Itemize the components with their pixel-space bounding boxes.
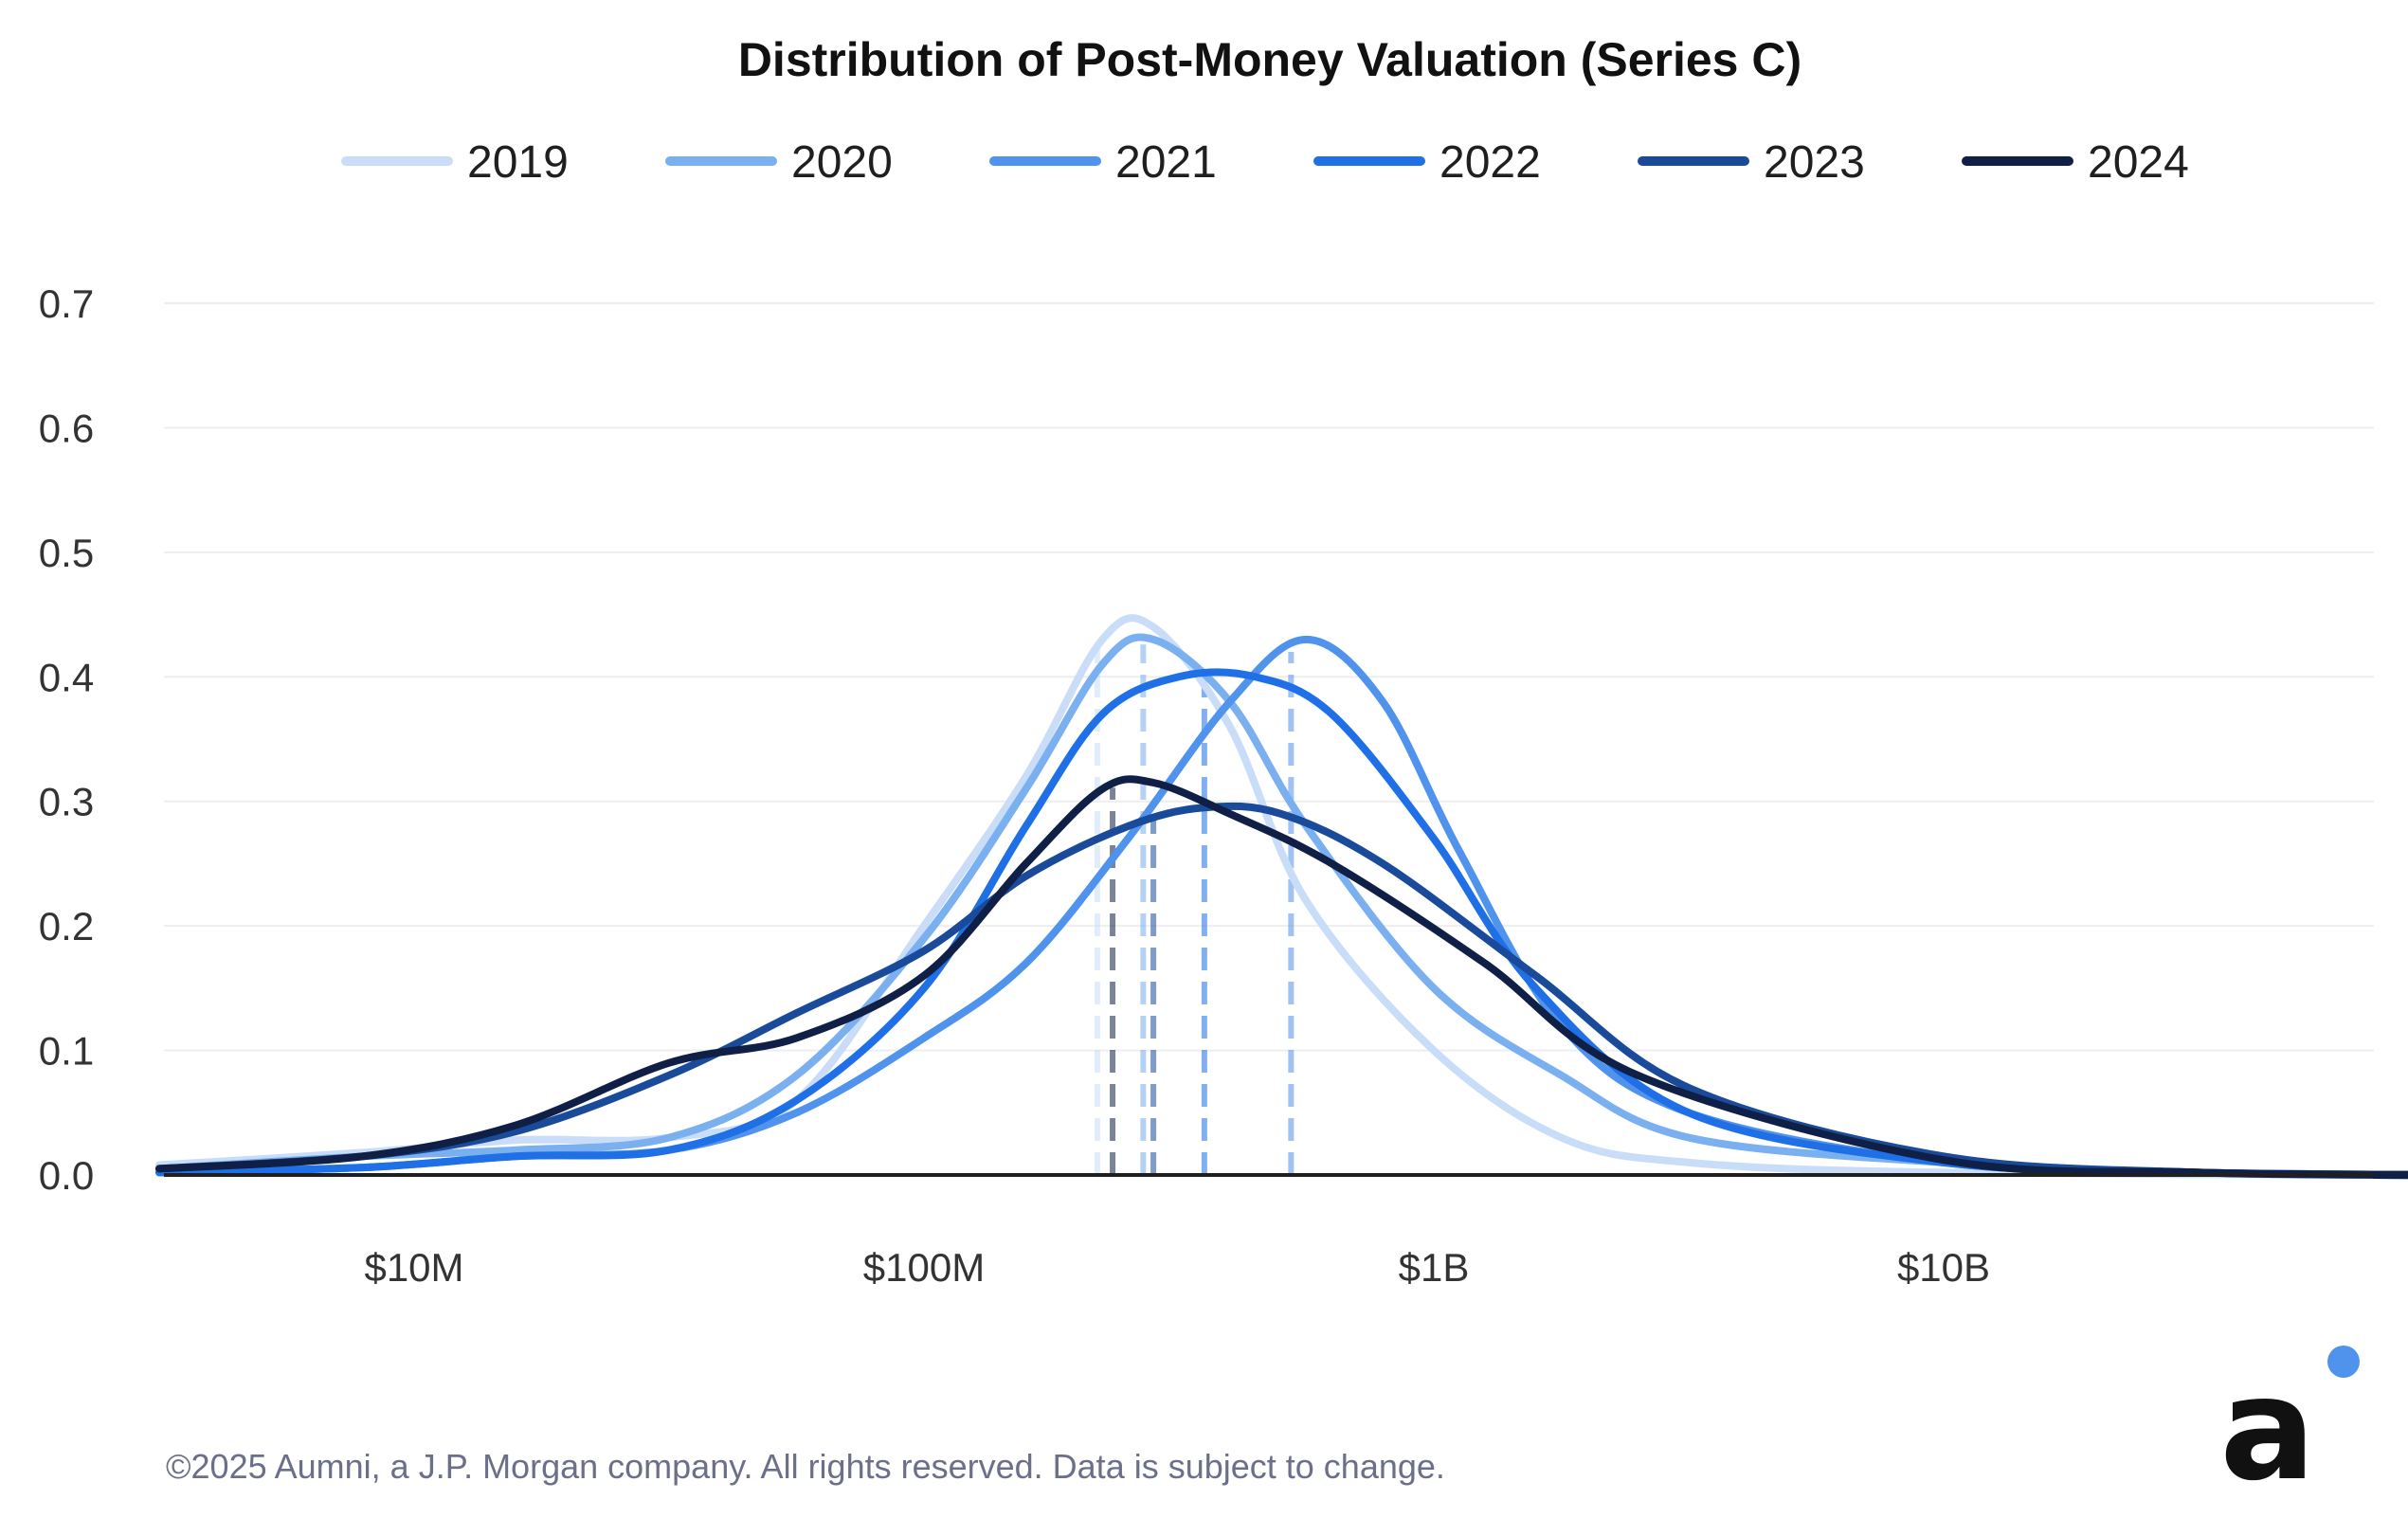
- y-tick-label: 0.6: [39, 406, 94, 450]
- y-tick-label: 0.3: [39, 780, 94, 824]
- y-tick-label: 0.2: [39, 904, 94, 949]
- density-curve-2022: [155, 668, 2408, 1180]
- density-curves: [155, 614, 2408, 1180]
- footer-copyright: ©2025 Aumni, a J.P. Morgan company. All …: [166, 1447, 1445, 1486]
- aumni-logo: a: [2219, 1346, 2360, 1512]
- density-curve-2021: [155, 635, 2408, 1180]
- y-tick-label: 0.7: [39, 281, 94, 326]
- legend-label-2022: 2022: [1439, 137, 1541, 188]
- x-tick-label: $100M: [863, 1245, 985, 1290]
- density-curve-2019: [155, 614, 2408, 1180]
- y-tick-label: 0.0: [39, 1153, 94, 1198]
- y-axis-ticks: 0.0 0.1 0.2 0.3 0.4 0.5 0.6 0.7: [39, 281, 94, 1198]
- median-lines: [1094, 644, 1295, 1175]
- y-tick-label: 0.5: [39, 531, 94, 575]
- y-tick-label: 0.4: [39, 655, 94, 699]
- grid-lines: [164, 302, 2374, 1052]
- legend-label-2023: 2023: [1764, 137, 1865, 188]
- density-curve-2020: [155, 633, 2408, 1180]
- legend-label-2020: 2020: [791, 137, 893, 188]
- legend: 2019 2020 2021 2022 2023 2024: [341, 137, 2189, 188]
- x-tick-label: $10B: [1897, 1245, 1990, 1290]
- logo-letter: a: [2219, 1347, 2315, 1512]
- density-curve-2024: [155, 775, 2408, 1180]
- x-axis-ticks: $10M $100M $1B $10B: [364, 1245, 1990, 1290]
- legend-label-2024: 2024: [2088, 137, 2189, 188]
- legend-label-2019: 2019: [467, 137, 569, 188]
- chart-title: Distribution of Post-Money Valuation (Se…: [738, 33, 1801, 86]
- legend-label-2021: 2021: [1115, 137, 1217, 188]
- x-tick-label: $1B: [1399, 1245, 1470, 1290]
- logo-dot: [2327, 1346, 2360, 1378]
- y-tick-label: 0.1: [39, 1029, 94, 1074]
- x-tick-label: $10M: [364, 1245, 463, 1290]
